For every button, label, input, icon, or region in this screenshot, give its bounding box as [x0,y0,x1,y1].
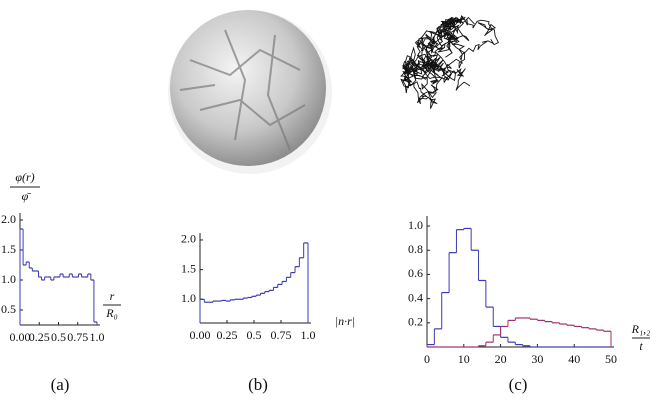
y-tick-label: 1.5 [1,242,16,256]
y-tick-label: 0.6 [408,266,423,280]
panel-caption: (b) [248,375,268,394]
y-tick-label: 0.5 [1,302,16,316]
x-axis-label: t [639,339,643,353]
y-axis-label: φ̄ [22,189,32,203]
x-tick-label: 0 [424,352,430,366]
crumpled-ball-image [168,10,332,174]
x-tick-label: 30 [531,352,543,366]
x-tick-label: 0.25 [217,328,238,342]
x-tick-label: 0.00 [190,328,211,342]
panel-caption: (c) [509,375,528,394]
y-tick-label: 1.0 [1,272,16,286]
x-tick-label: 0.25 [29,330,50,344]
x-tick-label: 0.00 [10,330,31,344]
charts: 0.000.25 0.5 0.75 1.00.51.01.52.0rR₀φ(r)φ̄(… [1,170,650,394]
polymer-path-image [397,12,543,158]
y-tick-label: 1.0 [408,218,423,232]
x-axis-label: R₁,₂ [631,322,651,336]
x-tick-label: 1.0 [301,328,316,342]
x-tick-label: 40 [568,352,580,366]
y-tick-label: 2.0 [1,212,16,226]
y-tick-label: 0.4 [408,290,423,304]
y-tick-label: 0.8 [408,242,423,256]
y-tick-label: 2.0 [181,232,196,246]
y-axis-label: φ(r) [15,170,34,184]
x-tick-label: 0.75 [271,328,292,342]
x-tick-label: 20 [495,352,507,366]
x-tick-label: 50 [605,352,617,366]
y-tick-label: 0.2 [408,315,423,329]
panel-caption: (a) [51,375,70,394]
x-axis-label: |n·r| [335,314,355,328]
y-tick-label: 1.0 [181,291,196,305]
y-tick-label: 1.5 [181,261,196,275]
x-tick-label: 0.5 [247,328,262,342]
x-tick-label: 0.5 [51,330,66,344]
x-axis-label: r [110,289,115,303]
x-axis-label: R₀ [105,306,118,320]
x-tick-label: 10 [458,352,470,366]
x-tick-label: 0.75 [67,330,88,344]
x-tick-label: 1.0 [90,330,105,344]
